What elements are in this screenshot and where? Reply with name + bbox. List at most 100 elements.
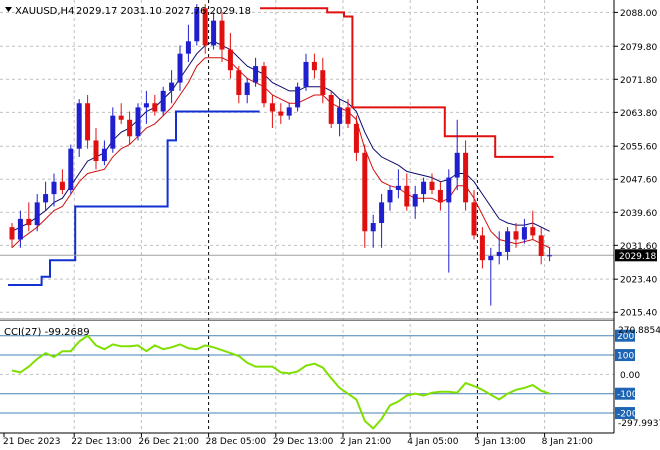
candle-body xyxy=(513,231,519,240)
candle-body xyxy=(454,152,460,178)
cci-level-tag xyxy=(615,349,635,362)
candle-body xyxy=(253,66,259,83)
overlay-lines xyxy=(0,7,614,286)
candle-body xyxy=(177,53,183,83)
candle-body xyxy=(345,107,351,124)
candle-body xyxy=(521,227,527,240)
chart-header: XAUUSD,H4 2029.17 2031.10 2027.76 2029.1… xyxy=(5,6,251,17)
time-tick-label: 26 Dec 21:00 xyxy=(138,437,199,447)
price-tick-label: 2071.80 xyxy=(620,76,657,86)
candle-body xyxy=(479,235,485,261)
candle-body xyxy=(547,255,553,257)
cci-level-label: 0.00 xyxy=(620,371,640,381)
candles xyxy=(9,4,553,306)
candle-body xyxy=(278,111,284,116)
candle-body xyxy=(303,61,309,87)
candle-body xyxy=(34,202,40,226)
candle-body xyxy=(160,90,166,112)
candle-body xyxy=(404,185,410,207)
current-price-label: 2029.18 xyxy=(619,252,656,262)
symbol-label: XAUUSD,H4 xyxy=(15,6,74,17)
candle-body xyxy=(463,152,469,203)
price-tick-label: 2023.40 xyxy=(620,276,657,286)
candle-body xyxy=(59,181,65,190)
cci-level-tag xyxy=(615,387,635,400)
candle-body xyxy=(236,70,242,95)
candle-body xyxy=(269,103,275,112)
candle-body xyxy=(505,231,511,252)
current-price-box xyxy=(615,249,657,262)
price-tick-label: 2039.60 xyxy=(620,209,657,219)
candle-body xyxy=(395,185,401,190)
candle-body xyxy=(101,148,107,162)
candle-body xyxy=(227,49,233,71)
time-tick-label: 28 Dec 05:00 xyxy=(206,437,267,447)
price-tick-label: 2079.80 xyxy=(620,43,657,53)
candle-body xyxy=(387,189,393,203)
axes: 2088.00 2079.80 2071.80 2063.80 2055.60 2047.… xyxy=(3,9,657,447)
price-tick-label: 2088.00 xyxy=(620,9,657,19)
candle-body xyxy=(219,20,225,50)
candle-body xyxy=(286,107,292,116)
candle-body xyxy=(17,218,23,240)
time-tick-label: 4 Jan 05:00 xyxy=(407,437,459,447)
candle-body xyxy=(328,94,334,124)
price-tick-label: 2055.60 xyxy=(620,143,657,153)
triangle-down-icon[interactable] xyxy=(5,7,12,12)
panel-frames xyxy=(0,0,615,434)
candle-body xyxy=(429,181,435,190)
candle-body xyxy=(295,86,301,108)
candle-body xyxy=(412,194,418,207)
time-tick-label: 22 Dec 13:00 xyxy=(71,437,132,447)
candle-body xyxy=(185,41,191,54)
cci-label: CCI(27) -99.2689 xyxy=(4,327,90,338)
cci-level-label: -100 xyxy=(617,390,638,400)
candle-body xyxy=(538,235,544,257)
candle-body xyxy=(437,189,443,203)
candle-body xyxy=(76,103,82,149)
candle-body xyxy=(51,181,57,195)
stop_down-line xyxy=(260,7,554,158)
candle-body xyxy=(311,61,317,71)
candle-body xyxy=(370,223,376,232)
candle-body xyxy=(118,115,124,120)
stop_up-line xyxy=(8,110,260,286)
price-tick-label: 2047.60 xyxy=(620,176,657,186)
candle-body xyxy=(446,177,452,203)
candle-body xyxy=(43,194,49,203)
ma_fast-line xyxy=(11,57,550,249)
candle-body xyxy=(337,107,343,124)
candle-body xyxy=(68,148,74,190)
candle-body xyxy=(127,119,133,137)
price-tick-label: 2031.60 xyxy=(620,242,657,252)
price-tick-label: 2015.40 xyxy=(620,309,657,319)
price-tick-label: 2063.80 xyxy=(620,109,657,119)
candle-body xyxy=(152,103,158,112)
cci-level-tag xyxy=(615,407,635,420)
time-tick-label: 2 Jan 21:00 xyxy=(340,437,392,447)
cci-min-label: -297.9937 xyxy=(618,419,660,429)
cci-max-label: 270.8854 xyxy=(618,326,660,336)
candle-body xyxy=(379,202,385,224)
cci-level-label: 100 xyxy=(617,352,634,362)
candle-body xyxy=(9,227,15,240)
cci-line xyxy=(11,334,550,430)
cci-level-label: -200 xyxy=(617,410,638,420)
candle-body xyxy=(202,8,208,46)
ma_slow-line xyxy=(11,40,550,232)
candle-body xyxy=(143,103,149,108)
candle-body xyxy=(261,66,267,104)
candle-body xyxy=(421,181,427,195)
time-tick-label: 29 Dec 13:00 xyxy=(273,437,334,447)
candle-body xyxy=(362,152,368,232)
candle-body xyxy=(169,82,175,91)
candle-body xyxy=(211,20,217,46)
cci-indicator xyxy=(0,334,614,430)
current-price-tag: 2029.18 xyxy=(615,249,657,262)
candle-body xyxy=(93,140,99,162)
candle-body xyxy=(135,107,141,137)
grid xyxy=(0,0,614,432)
candle-body xyxy=(320,70,326,95)
